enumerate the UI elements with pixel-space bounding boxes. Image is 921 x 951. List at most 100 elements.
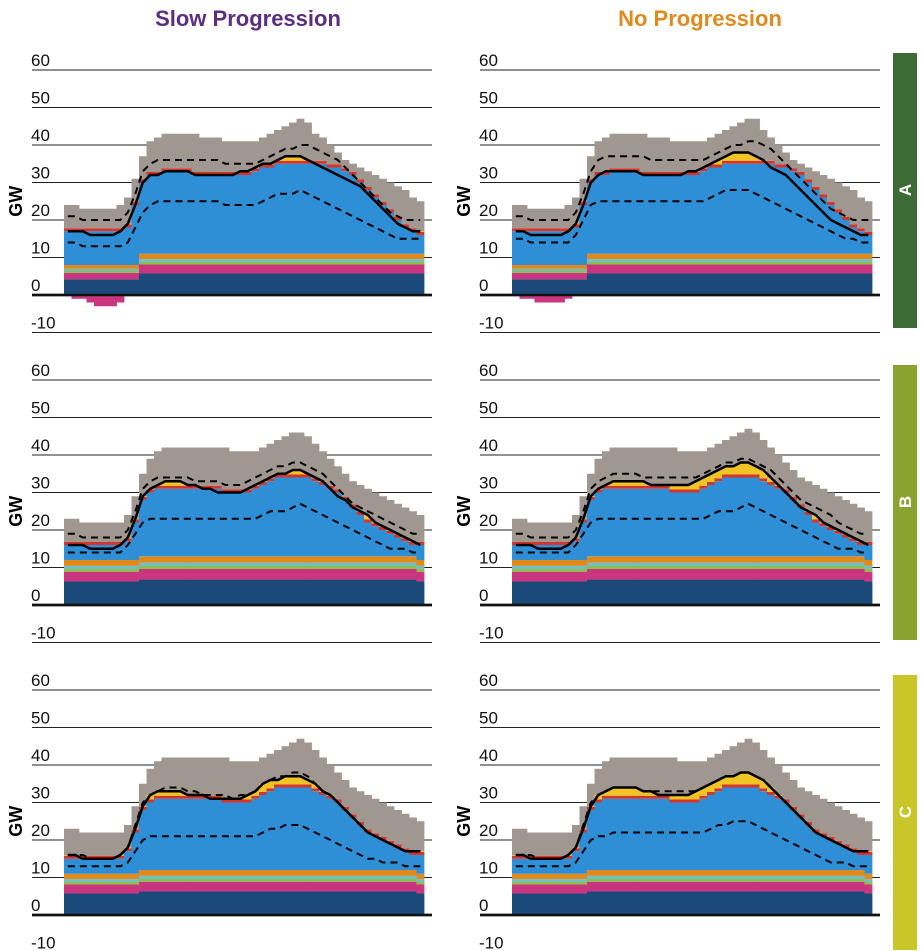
stack-bar (759, 568, 768, 580)
stack-bar (692, 579, 700, 605)
stack-bar (304, 259, 312, 262)
stack-bar (579, 884, 588, 894)
stack-bar (699, 253, 708, 260)
stack-bar (146, 795, 155, 800)
stack-bar (512, 884, 520, 894)
stack-bar (259, 568, 267, 580)
stack-bar (221, 799, 230, 803)
stack-bar (827, 879, 835, 882)
stack-bar (609, 579, 618, 605)
stack-bar (714, 253, 723, 260)
stack-bar (409, 852, 417, 855)
stack-bar (326, 556, 335, 563)
stack-bar (184, 253, 192, 260)
stack-bar (251, 451, 260, 485)
stack-bar (707, 783, 715, 792)
stack-bar (109, 884, 117, 894)
stack-bar (401, 891, 410, 915)
stack-bar (759, 160, 768, 164)
stack-bar (349, 568, 357, 580)
stack-bar (274, 568, 282, 580)
stack-bar (236, 273, 245, 295)
stack-bar (341, 879, 350, 882)
stack-bar (349, 891, 357, 915)
stack-bar (714, 264, 723, 274)
stack-bar (789, 568, 798, 580)
stack-bar (131, 569, 140, 572)
stack-bar (206, 137, 215, 172)
stack-bar (714, 881, 723, 892)
stack-bar (124, 882, 132, 885)
stack-bar (191, 798, 200, 870)
stack-bar (767, 253, 775, 260)
stack-bar (669, 891, 678, 915)
stack-bar (594, 568, 603, 580)
stack-bar (512, 272, 520, 280)
stack-bar (572, 279, 580, 295)
stack-bar (789, 810, 798, 870)
stack-bar (609, 168, 618, 172)
stack-bar (804, 264, 813, 274)
stack-bar (206, 798, 215, 870)
stack-bar (804, 881, 813, 892)
stack-bar (131, 279, 140, 295)
stack-bar (334, 466, 342, 490)
stack-bar (236, 799, 245, 803)
stack-bar (154, 870, 162, 876)
stack-bar (819, 197, 828, 254)
stack-bar (349, 787, 357, 815)
stack-bar (534, 560, 543, 566)
solid-line (515, 461, 869, 551)
stack-bar (86, 271, 95, 273)
stack-bar (176, 273, 185, 295)
stack-bar (139, 879, 147, 882)
stack-bar (364, 262, 372, 265)
stack-bar (116, 832, 125, 855)
stack-bar (259, 891, 267, 915)
stack-bar (191, 447, 200, 485)
stack-bar (251, 259, 260, 262)
stack-bar (512, 571, 520, 582)
stack-bar (259, 482, 267, 485)
stack-bar (827, 870, 835, 876)
stack-bar (647, 556, 655, 563)
stack-bar (281, 259, 290, 262)
stack-bar (692, 259, 700, 262)
stack-bar (184, 798, 192, 870)
stack-bar (849, 224, 858, 228)
stack-bar (394, 568, 402, 580)
stack-bar (714, 133, 723, 160)
stack-bar (71, 518, 80, 542)
stack-bar (304, 262, 312, 265)
stack-bar (386, 530, 395, 534)
stack-bar (289, 253, 297, 260)
stack-bar (512, 882, 520, 885)
stack-bar (864, 821, 873, 852)
stack-bar (259, 167, 267, 254)
stack-bar (624, 273, 633, 295)
stack-bar (624, 447, 633, 482)
stack-bar (744, 566, 753, 569)
stack-bar (662, 264, 670, 274)
stack-bar (109, 272, 117, 280)
stack-bar (609, 870, 618, 876)
stack-bar (639, 757, 648, 792)
tick-label: 60 (31, 51, 50, 70)
stack-bar (632, 795, 640, 799)
stack-bar (401, 224, 410, 228)
stack-bar (699, 881, 708, 892)
stack-bar (699, 259, 708, 262)
stack-bar (101, 265, 110, 269)
stack-bar (632, 562, 640, 566)
stack-bar (131, 560, 140, 566)
stack-bar (191, 881, 200, 892)
stack-bar (857, 259, 865, 262)
stack-bar (229, 566, 237, 569)
stack-bar (289, 156, 297, 161)
stack-bar (527, 271, 535, 273)
stack-bar (744, 784, 753, 788)
stack-bar (289, 875, 297, 879)
tick-label: 10 (31, 859, 50, 878)
stack-bar (639, 485, 648, 489)
stack-bar (244, 253, 252, 260)
